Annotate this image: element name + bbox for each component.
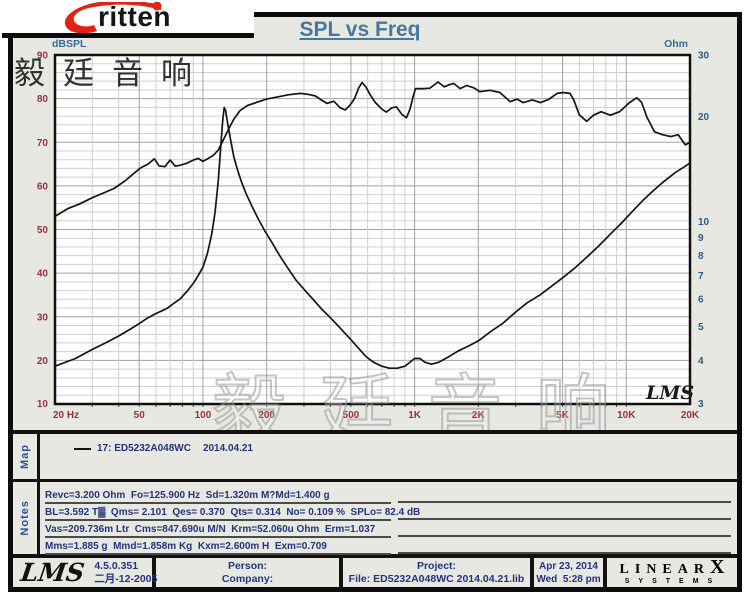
brand-logo-text: ritten bbox=[98, 1, 171, 32]
note-rule bbox=[398, 552, 731, 554]
note-line: BL=3.592 T▓ Qms= 2.101 Qes= 0.370 Qts= 0… bbox=[45, 504, 731, 521]
notes-content: Revc=3.200 Ohm Fo=125.900 Hz Sd=1.320m M… bbox=[40, 482, 737, 555]
note-rule bbox=[398, 518, 731, 520]
app-version: 4.5.0.351 bbox=[94, 559, 139, 572]
person-company-cell: Person: Company: bbox=[156, 558, 343, 587]
notes-section: Notes Revc=3.200 Ohm Fo=125.900 Hz Sd=1.… bbox=[13, 482, 737, 555]
project-label: Project: bbox=[416, 559, 457, 572]
note-rule bbox=[398, 501, 731, 503]
notes-section-label-cell: Notes bbox=[13, 482, 40, 554]
ts-parameters-line1: Revc=3.200 Ohm Fo=125.900 Hz Sd=1.320m M… bbox=[45, 490, 391, 504]
status-bar: LMS 4.5.0.351 二月-12-2005 Person: Company… bbox=[13, 554, 737, 587]
legend-line-swatch bbox=[74, 448, 91, 450]
brand-logo: ritten bbox=[2, 0, 254, 38]
time-text: Wed 5:28 pm bbox=[536, 573, 601, 585]
map-section: Map 17: ED5232A048WC 2014.04.21 bbox=[13, 430, 737, 482]
note-line: Revc=3.200 Ohm Fo=125.900 Hz Sd=1.320m M… bbox=[45, 487, 731, 504]
map-section-label-cell: Map bbox=[13, 434, 40, 479]
ts-parameters-line2: BL=3.592 T▓ Qms= 2.101 Qes= 0.370 Qts= 0… bbox=[45, 507, 420, 521]
linearx-logo: LINEARX SYSTEMS bbox=[607, 555, 737, 587]
linearx-wordmark: LINEAR bbox=[619, 561, 710, 577]
note-line: Mms=1.885 g Mmd=1.858m Kg Kxm=2.600m H E… bbox=[45, 538, 731, 555]
note-line: Vas=209.736m Ltr Cms=847.690u M/N Krm=52… bbox=[45, 521, 731, 538]
notes-label: Notes bbox=[19, 500, 31, 536]
app-version-date: 二月-12-2005 bbox=[94, 572, 158, 585]
datetime-cell: Apr 23, 2014 Wed 5:28 pm bbox=[534, 558, 607, 587]
linearx-x: X bbox=[710, 555, 725, 578]
legend-curve-name: 17: ED5232A048WC bbox=[97, 443, 191, 454]
file-name: File: ED5232A048WC 2014.04.21.lib bbox=[348, 572, 525, 585]
project-file-cell: Project: File: ED5232A048WC 2014.04.21.l… bbox=[343, 558, 534, 587]
person-label: Person: bbox=[227, 559, 268, 572]
map-label: Map bbox=[19, 444, 31, 469]
lms-logo: LMS bbox=[18, 558, 87, 587]
map-legend: 17: ED5232A048WC 2014.04.21 bbox=[40, 434, 737, 479]
company-label: Company: bbox=[221, 572, 274, 585]
legend-entry: 17: ED5232A048WC 2014.04.21 bbox=[97, 443, 253, 454]
legend-curve-date: 2014.04.21 bbox=[202, 443, 253, 454]
info-panel: Map 17: ED5232A048WC 2014.04.21 Notes Rev… bbox=[13, 430, 737, 587]
linearx-systems-text: SYSTEMS bbox=[624, 577, 722, 585]
logo-swoosh-icon bbox=[64, 2, 162, 33]
ts-parameters-line3: Vas=209.736m Ltr Cms=847.690u M/N Krm=52… bbox=[45, 524, 391, 538]
date-text: Apr 23, 2014 bbox=[539, 560, 598, 572]
note-rule bbox=[398, 535, 731, 537]
ts-parameters-line4: Mms=1.885 g Mmd=1.858m Kg Kxm=2.600m H E… bbox=[45, 541, 391, 555]
lms-version-cell: LMS 4.5.0.351 二月-12-2005 bbox=[13, 558, 158, 587]
page-title: SPL vs Freq bbox=[299, 18, 421, 41]
